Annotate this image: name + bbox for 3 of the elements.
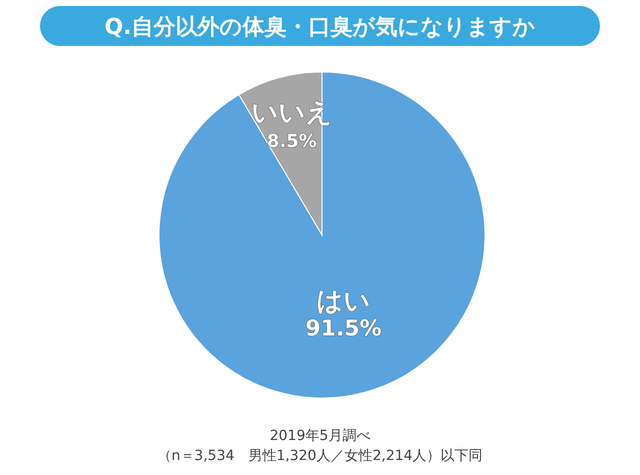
annotation: 2019年5月調べ — [270, 428, 370, 444]
annotation: （n＝3,534 男性1,320人／女性2,214人）以下同 — [157, 448, 483, 464]
title: Q.自分以外の体臭・口臭が気になりますか — [104, 15, 536, 40]
